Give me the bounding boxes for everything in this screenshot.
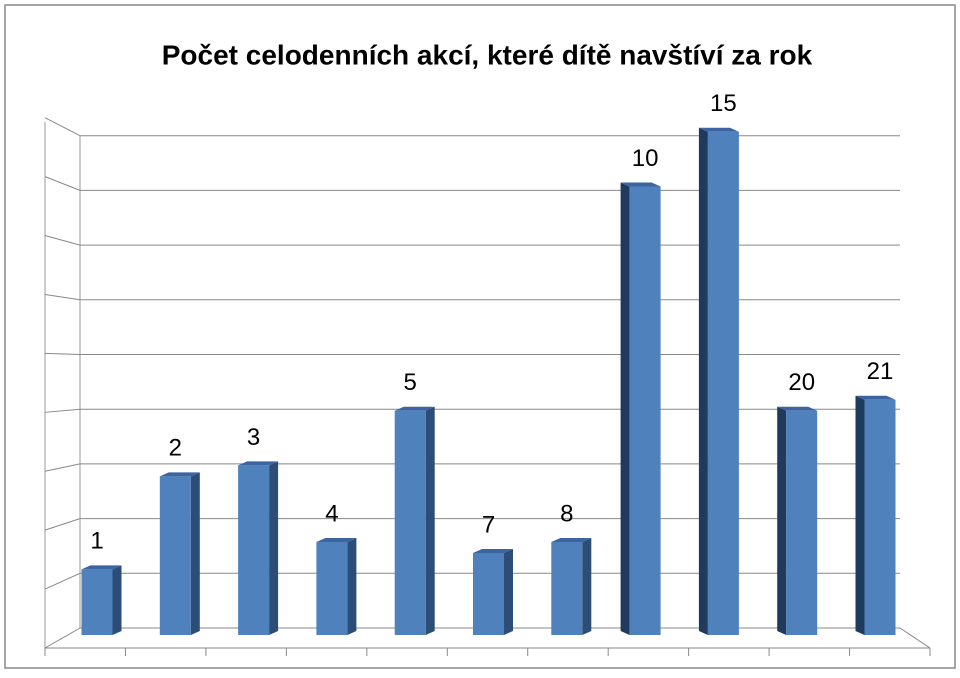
bar-top <box>81 565 122 570</box>
floor-right <box>899 627 931 649</box>
bar-category-label: 7 <box>482 511 495 538</box>
grid-line-wall <box>44 627 81 649</box>
bar-side <box>269 461 279 635</box>
bar-top <box>551 538 592 543</box>
bar <box>473 552 504 635</box>
bar-category-label: 21 <box>867 358 894 385</box>
bar-category-label: 8 <box>560 500 573 527</box>
bar-side <box>855 395 865 635</box>
grid-line-wall <box>44 293 81 301</box>
bar-side <box>620 182 630 635</box>
bar-side <box>112 565 122 635</box>
bar-side <box>582 538 592 635</box>
bar <box>864 399 896 635</box>
bar-top <box>394 406 435 411</box>
bar <box>551 542 583 635</box>
grid-line-wall <box>44 176 81 191</box>
bar-category-label: 2 <box>169 435 182 462</box>
bar-top <box>777 406 818 411</box>
bar <box>316 542 348 635</box>
grid-line-wall <box>44 352 81 355</box>
bar-side <box>777 406 787 635</box>
bar <box>629 186 661 635</box>
bar <box>707 131 739 635</box>
grid-line-wall <box>44 117 81 137</box>
bar <box>81 569 113 635</box>
bar-category-label: 15 <box>710 90 737 117</box>
bar-category-label: 20 <box>788 369 815 396</box>
grid-line-wall <box>44 572 81 590</box>
bar-category-label: 5 <box>404 369 417 396</box>
bar-top <box>698 127 739 132</box>
bar-side <box>425 406 435 635</box>
bar-top <box>316 538 357 543</box>
bar-side <box>698 127 708 635</box>
chart-title: Počet celodenních akcí, které dítě navšt… <box>162 39 813 70</box>
bar-side <box>504 548 513 635</box>
bar-top <box>238 461 279 466</box>
bar-category-label: 10 <box>632 145 659 172</box>
bar-top <box>159 472 200 477</box>
grid-line-wall <box>44 408 81 413</box>
grid-line-wall <box>44 518 81 531</box>
grid-line-wall <box>44 463 81 472</box>
bar-top <box>620 182 661 187</box>
grid-line-wall <box>44 235 81 246</box>
bar <box>159 476 191 635</box>
bar-category-label: 3 <box>247 424 260 451</box>
bar <box>238 465 270 635</box>
bar <box>786 410 818 635</box>
bar-side <box>190 472 200 635</box>
bar <box>394 410 426 635</box>
bar-top <box>473 548 513 553</box>
bar-category-label: 1 <box>90 528 103 555</box>
bar-side <box>347 538 357 635</box>
bar-category-label: 4 <box>325 500 338 527</box>
bar-top <box>855 395 896 400</box>
